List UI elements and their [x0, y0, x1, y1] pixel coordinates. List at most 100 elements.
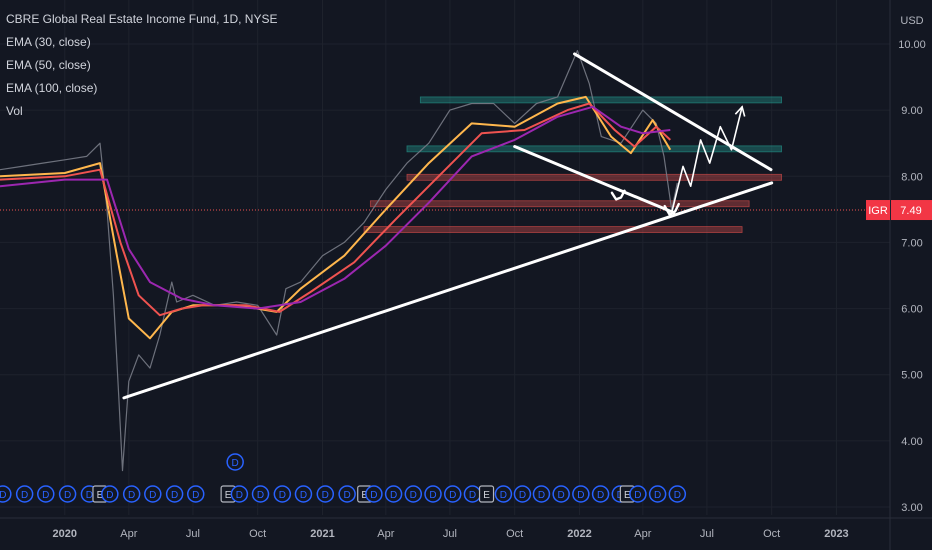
dividend-marker-label: D [42, 490, 49, 501]
dividend-marker[interactable] [251, 485, 270, 503]
dividend-marker-label: D [500, 490, 507, 501]
dividend-marker-label: D [654, 490, 661, 501]
x-tick-label: Jul [700, 528, 714, 540]
dividend-marker[interactable] [404, 485, 423, 503]
sketch-curve[interactable] [610, 189, 626, 201]
dividend-marker[interactable] [37, 485, 55, 503]
dividend-marker-label: D [538, 490, 545, 501]
dividend-marker[interactable] [144, 485, 162, 503]
x-tick-label: 2020 [53, 528, 77, 540]
dividend-marker-label: D [106, 490, 113, 501]
x-tick-label: 2021 [310, 528, 334, 540]
dividend-marker[interactable] [572, 485, 590, 503]
dividend-marker[interactable] [494, 485, 513, 503]
x-tick-label: 2022 [567, 528, 591, 540]
dividend-marker-label: D [370, 490, 377, 501]
dividend-marker-label: D [322, 490, 329, 501]
x-tick-label: Oct [763, 528, 780, 540]
trendline[interactable] [122, 181, 774, 400]
x-tick-label: Apr [377, 528, 394, 540]
earnings-marker-label: E [97, 490, 104, 501]
dividend-marker[interactable] [648, 485, 667, 503]
dividend-marker-label: D [343, 490, 350, 501]
series-ema-100-close-[interactable] [0, 105, 671, 310]
series-ema-30-close-[interactable] [0, 95, 672, 340]
dividend-marker-label: D [558, 490, 565, 501]
x-tick-label: 2023 [824, 528, 848, 540]
legend-ema-30[interactable]: EMA (30, close) [6, 35, 91, 49]
legend-ema-50[interactable]: EMA (50, close) [6, 58, 91, 72]
dividend-marker-label: D [390, 490, 397, 501]
chart-legend: CBRE Global Real Estate Income Fund, 1D,… [6, 8, 277, 123]
trendline[interactable] [513, 145, 676, 215]
dividend-marker[interactable] [338, 485, 356, 503]
dividend-marker[interactable] [384, 485, 403, 503]
dividend-marker-label: D [21, 490, 28, 501]
dividend-marker-label: D [149, 490, 156, 501]
dividend-marker[interactable] [591, 485, 610, 503]
series-price[interactable] [0, 50, 678, 472]
arrow-head [734, 105, 746, 117]
legend-vol[interactable]: Vol [6, 104, 23, 118]
dividend-marker-label: D [597, 490, 604, 501]
earnings-marker-label: E [225, 490, 232, 501]
y-tick-label: 8.00 [901, 171, 922, 183]
y-tick-label: 9.00 [901, 105, 922, 117]
dividend-marker[interactable] [165, 485, 184, 503]
symbol-badge [866, 200, 890, 221]
dividend-marker-label: D [128, 490, 135, 501]
dividend-marker[interactable] [532, 485, 551, 503]
dividend-marker-label: D [0, 490, 6, 501]
dividend-marker-label: D [232, 458, 239, 469]
support-zone[interactable] [369, 200, 750, 208]
dividend-marker[interactable] [365, 485, 383, 503]
dividend-marker-label: D [279, 490, 286, 501]
earnings-marker-label: E [483, 490, 490, 501]
dividend-marker[interactable] [629, 485, 647, 503]
dividend-marker[interactable] [0, 485, 12, 503]
dividend-marker[interactable] [186, 485, 205, 503]
dividend-marker[interactable] [316, 485, 335, 503]
dividend-marker[interactable] [513, 485, 532, 503]
resistance-zone[interactable] [419, 96, 782, 104]
dividend-marker[interactable] [15, 485, 34, 503]
y-tick-label: 4.00 [901, 436, 922, 448]
dividend-marker[interactable] [122, 485, 141, 503]
dividend-marker[interactable] [294, 485, 313, 503]
dividend-marker-label: D [86, 490, 93, 501]
dividend-marker[interactable] [443, 485, 462, 503]
support-zone[interactable] [363, 226, 743, 233]
dividend-marker[interactable] [226, 453, 244, 471]
sketch-curve[interactable] [663, 202, 680, 216]
last-price-badge [891, 200, 932, 221]
dividend-marker[interactable] [230, 485, 249, 503]
dividend-marker[interactable] [552, 485, 570, 503]
dividend-marker[interactable] [668, 485, 687, 503]
trendline[interactable] [573, 52, 773, 172]
dividend-marker-label: D [469, 490, 476, 501]
dividend-marker-label: D [300, 490, 307, 501]
dividend-marker-label: D [171, 490, 178, 501]
dividend-marker-label: D [519, 490, 526, 501]
sketch-arrow[interactable] [670, 106, 743, 214]
dividend-marker[interactable] [101, 485, 119, 503]
earnings-marker[interactable] [478, 485, 495, 503]
resistance-zone[interactable] [406, 145, 782, 153]
dividend-marker[interactable] [273, 485, 292, 503]
series-ema-50-close-[interactable] [0, 102, 671, 317]
x-tick-label: Oct [249, 528, 266, 540]
legend-ema-100[interactable]: EMA (100, close) [6, 81, 98, 95]
x-tick-label: Apr [120, 528, 137, 540]
dividend-marker-label: D [236, 490, 243, 501]
symbol-label: IGR [868, 205, 888, 217]
dividend-marker-label: D [577, 490, 584, 501]
dividend-marker-label: D [64, 490, 71, 501]
currency-label: USD [900, 15, 923, 27]
y-tick-label: 5.00 [901, 370, 922, 382]
chart-title: CBRE Global Real Estate Income Fund, 1D,… [6, 12, 278, 26]
dividend-marker-label: D [674, 490, 681, 501]
dividend-marker[interactable] [424, 485, 442, 503]
dividend-marker[interactable] [58, 485, 77, 503]
earnings-marker-label: E [624, 490, 631, 501]
